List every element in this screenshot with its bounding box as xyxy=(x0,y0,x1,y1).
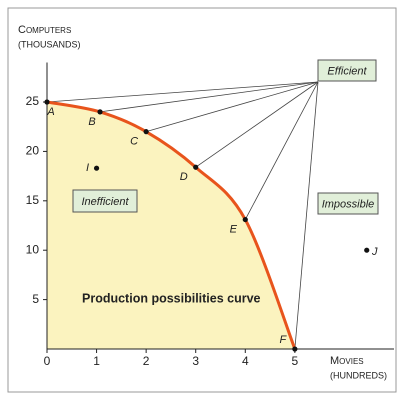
curve-label: Production possibilities curve xyxy=(82,291,261,305)
x-tick-label: 2 xyxy=(143,354,150,368)
point-label: A xyxy=(46,106,54,118)
x-tick-label: 3 xyxy=(192,354,199,368)
annotation: Efficient xyxy=(327,65,367,77)
efficient-line xyxy=(294,81,319,350)
x-tick-label: 1 xyxy=(93,354,100,368)
y-tick-label: 10 xyxy=(26,242,40,256)
y-tick-label: 20 xyxy=(26,144,40,158)
point-label: E xyxy=(230,223,238,235)
y-tick-label: 25 xyxy=(26,94,40,108)
point xyxy=(292,346,298,352)
efficient-line xyxy=(99,81,319,113)
point-label: J xyxy=(371,246,378,258)
point-label: C xyxy=(130,136,138,148)
point xyxy=(193,164,199,170)
frame xyxy=(7,7,397,393)
point xyxy=(242,216,248,223)
point-label: I xyxy=(86,162,89,174)
point xyxy=(364,247,370,253)
point xyxy=(93,165,100,171)
point xyxy=(97,109,103,115)
point xyxy=(44,99,50,105)
x-tick-label: 0 xyxy=(44,354,51,368)
x-tick-label: 4 xyxy=(242,354,249,368)
point-label: F xyxy=(279,334,287,346)
point-label: D xyxy=(180,171,188,183)
efficient-line xyxy=(146,81,319,133)
annotation: Impossible xyxy=(322,198,375,210)
x-axis-unit: (HUNDREDS) xyxy=(330,370,387,380)
point xyxy=(143,129,149,135)
efficient-line xyxy=(195,81,319,168)
y-tick-label: 5 xyxy=(32,292,39,306)
y-tick-label: 15 xyxy=(26,193,40,207)
y-axis-unit: (THOUSANDS) xyxy=(18,39,81,49)
annotation-box xyxy=(317,59,377,82)
point-label: B xyxy=(88,116,95,128)
x-axis-label: Movies xyxy=(330,355,364,367)
efficient-line xyxy=(244,81,319,220)
x-tick-label: 5 xyxy=(292,354,299,368)
annotation-box xyxy=(317,192,379,215)
y-axis-label: Computers xyxy=(18,24,71,36)
efficient-line xyxy=(46,81,319,103)
curve-area xyxy=(47,102,295,349)
annotation-box xyxy=(72,189,138,213)
annotation: Inefficient xyxy=(81,196,129,208)
